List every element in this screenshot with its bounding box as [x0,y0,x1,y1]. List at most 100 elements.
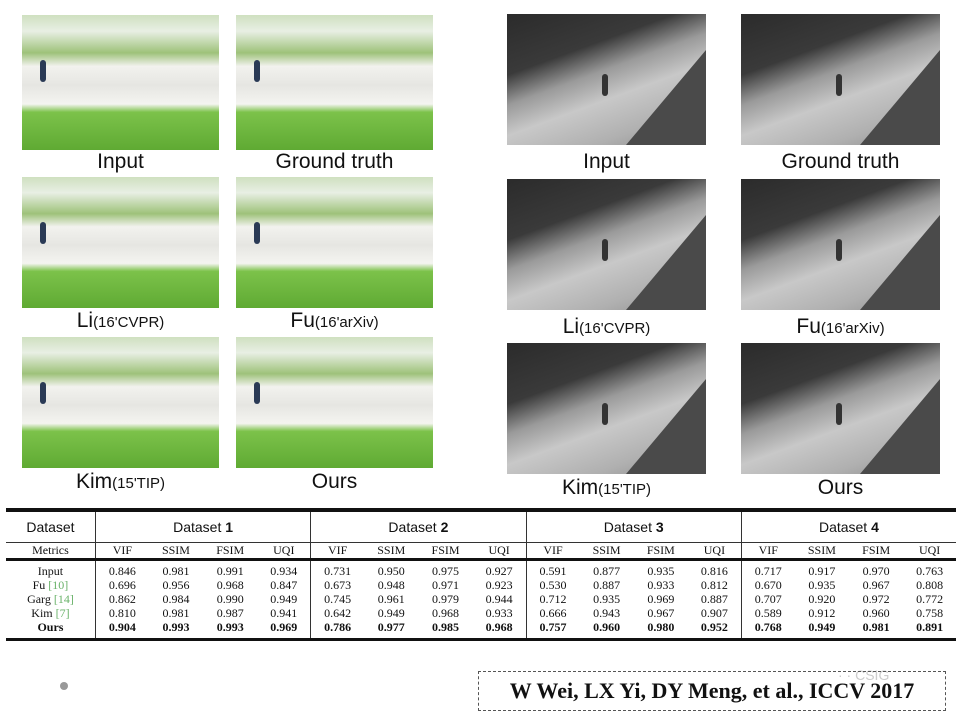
metric-header: SSIM [794,542,850,561]
person [836,403,842,425]
person [254,222,260,244]
metric-value: 0.934 [270,563,298,578]
dataset-name: Dataset [818,518,872,535]
person [836,239,842,261]
method-name: Fu [10] [6,578,95,592]
metric-value: 0.642 [310,605,365,620]
metric-value: 0.960 [862,605,890,620]
left-panel-image [236,177,433,308]
caption-method: Li [76,309,94,332]
metric-value: 0.968 [485,619,513,634]
results-table: Dataset Dataset 1 Dataset 2 Dataset 3 Datase… [6,508,956,641]
method-label: Garg [27,591,54,606]
corner-header: Dataset [6,510,96,543]
right-panel-image [741,343,940,474]
metric-value: 0.696 [94,577,149,592]
metric-header: SSIM [148,542,204,561]
image-caption: Input [497,150,717,174]
method-label: Ours [37,619,64,634]
dataset-name: Dataset [603,518,656,535]
metric-header: UQI [472,542,527,561]
metric-value: 0.961 [377,591,405,606]
metric-value: 0.960 [593,619,621,634]
dataset-number: 2 [440,518,449,535]
metric-value: 0.917 [808,563,836,578]
metric-value: 0.991 [216,563,244,578]
metric-value: 0.949 [270,591,298,606]
table-row: Ours 0.904 0.993 0.993 0.969 0.786 0.977 0.985 0… [6,619,956,639]
metric-value: 0.707 [740,591,795,606]
left-panel-image [236,15,433,150]
caption-method: Ours [311,470,358,493]
metric-value: 0.717 [740,559,795,578]
metric-value: 0.862 [94,591,149,606]
metric-header: UQI [903,542,956,561]
caption-method: Ours [817,476,864,499]
dataset-header: Dataset 2 [310,510,527,543]
person [602,74,608,96]
person [254,60,260,82]
metric-value: 0.810 [94,605,149,620]
metric-value: 0.993 [216,619,244,634]
metric-value: 0.731 [310,559,365,578]
citation-link[interactable]: [7] [55,605,70,620]
metric-value: 0.816 [700,563,728,578]
metric-value: 0.993 [162,619,190,634]
right-panel-image [741,179,940,310]
metric-value: 0.591 [525,559,580,578]
metric-value: 0.772 [916,591,944,606]
metric-value: 0.970 [862,563,890,578]
method-label: Fu [32,577,49,592]
dataset-header: Dataset 1 [94,510,311,543]
dataset-number: 4 [871,518,879,535]
metric-value: 0.891 [916,619,944,634]
image-caption: Ground truth [731,150,951,174]
metric-value: 0.812 [700,577,728,592]
metric-value: 0.971 [432,577,460,592]
image-caption: Ground truth [225,150,445,174]
metric-value: 0.912 [808,605,836,620]
metric-value: 0.887 [593,577,621,592]
person [836,74,842,96]
reference-citation: W Wei, LX Yi, DY Meng, et al., ICCV 2017 [478,671,946,711]
metric-value: 0.757 [525,619,580,639]
caption-venue: (16'arXiv) [820,320,885,337]
person [602,239,608,261]
metric-header: UQI [687,542,742,561]
left-panel-image [22,15,219,150]
metric-value: 0.933 [647,577,675,592]
metric-header: FSIM [203,542,258,561]
metric-value: 0.847 [270,577,298,592]
table-row: Garg [14] 0.862 0.984 0.990 0.949 0.745 0.961 0… [6,591,956,606]
method-name: Input [6,559,95,578]
dataset-number: 3 [655,518,664,535]
image-caption: Fu(16'arXiv) [225,309,445,333]
dataset-header: Dataset 4 [740,510,956,543]
method-label: Input [37,563,64,578]
image-caption: Li(16'CVPR) [11,309,231,333]
citation-link[interactable]: [14] [53,591,74,606]
metric-header: SSIM [364,542,419,561]
right-panel-image [507,14,706,145]
metric-value: 0.712 [525,591,580,606]
image-caption: Ours [731,476,951,500]
method-name: Kim [7] [6,606,95,620]
citation-link[interactable]: [10] [48,577,69,592]
table-row: Input 0.846 0.981 0.991 0.934 0.731 0.950 0.975… [6,559,956,578]
person [40,382,46,404]
metric-value: 0.972 [862,591,890,606]
image-caption: Li(16'CVPR) [497,315,717,339]
metric-value: 0.952 [700,619,728,634]
metric-value: 0.923 [485,577,513,592]
metric-value: 0.969 [647,591,675,606]
right-panel-image [507,179,706,310]
caption-venue: (16'CVPR) [93,314,165,331]
metric-value: 0.981 [162,563,190,578]
metric-value: 0.763 [916,563,944,578]
metric-value: 0.768 [740,619,795,639]
metric-value: 0.933 [485,605,513,620]
metric-header: FSIM [633,542,688,561]
metric-header: VIF [740,542,795,561]
left-panel-image [22,337,219,468]
metric-value: 0.981 [862,619,890,634]
